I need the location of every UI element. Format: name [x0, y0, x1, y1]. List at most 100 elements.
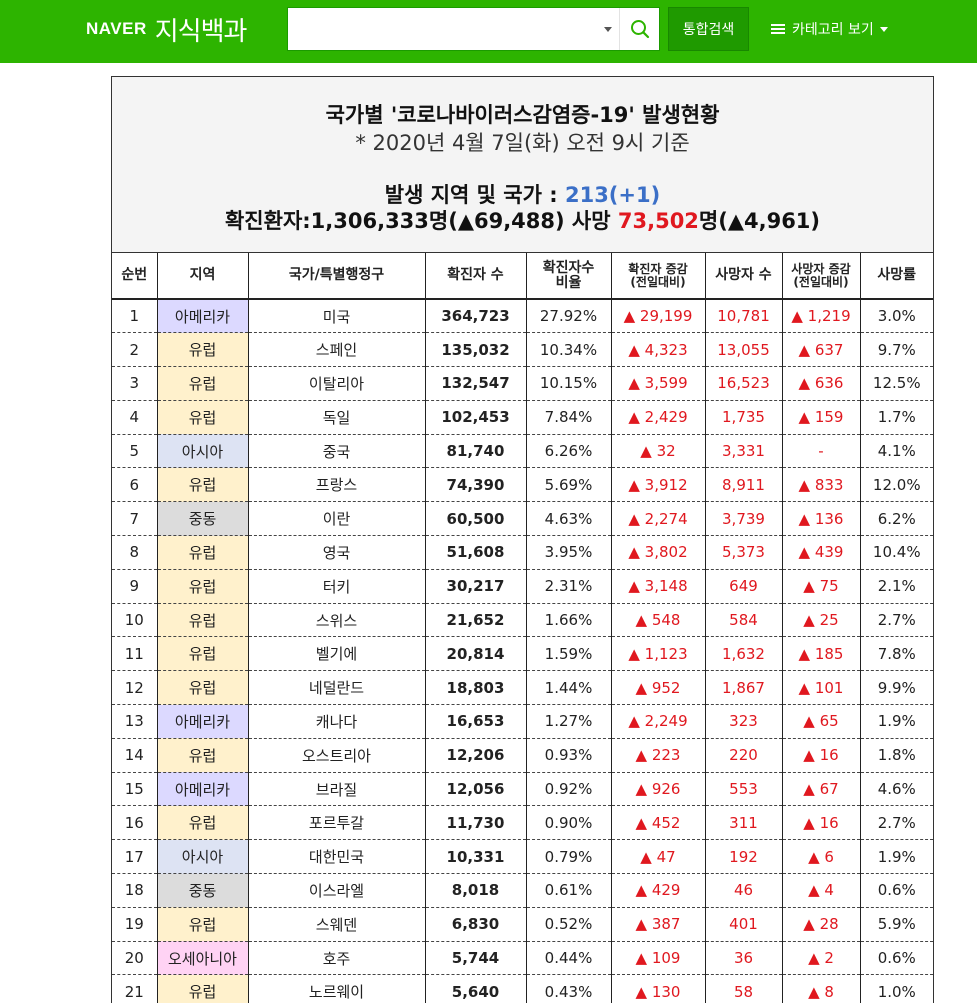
death-summary-label: 사망 — [571, 209, 618, 233]
cell-ratio: 1.66% — [526, 603, 612, 638]
list-icon — [771, 23, 785, 35]
cell-country: 벨기에 — [248, 636, 426, 672]
category-menu-button[interactable]: 카테고리 보기 — [771, 7, 888, 51]
cell-confirmed-change: ▲ 429 — [611, 873, 706, 908]
autocomplete-toggle-icon[interactable] — [602, 24, 614, 36]
cell-confirmed: 364,723 — [425, 299, 527, 334]
cell-country: 대한민국 — [248, 839, 426, 875]
cell-death-rate: 1.8% — [860, 738, 933, 773]
cell-confirmed: 30,217 — [425, 569, 527, 604]
col-header-ratio: 확진자수 비율 — [526, 253, 612, 300]
cell-confirmed-change: ▲ 47 — [611, 839, 706, 875]
cell-deaths: 1,632 — [705, 636, 783, 672]
cell-region: 아메리카 — [157, 772, 249, 807]
cell-no: 18 — [112, 873, 158, 908]
col-header-death-change: 사망자 증감 (전일대비) — [782, 253, 861, 300]
cell-country: 이란 — [248, 501, 426, 537]
search-input[interactable] — [288, 8, 598, 50]
cell-no: 6 — [112, 467, 158, 503]
cell-death-rate: 0.6% — [860, 873, 933, 908]
cell-region: 유럽 — [157, 636, 249, 672]
cell-no: 12 — [112, 670, 158, 706]
cell-no: 19 — [112, 907, 158, 942]
cell-region: 유럽 — [157, 907, 249, 942]
cell-confirmed-change: ▲ 130 — [611, 974, 706, 1003]
cell-death-change: ▲ 16 — [782, 738, 861, 773]
table-row: 8 유럽 영국 51,608 3.95% ▲ 3,802 5,373 ▲ 439 10.4% — [112, 535, 933, 570]
col-header-confirmed-change: 확진자 증감 (전일대비) — [611, 253, 706, 300]
cell-confirmed: 51,608 — [425, 535, 527, 570]
cell-death-change: ▲ 75 — [782, 569, 861, 604]
col-header-deaths: 사망자 수 — [705, 253, 783, 300]
table-row: 1 아메리카 미국 364,723 27.92% ▲ 29,199 10,781 ▲ 1,21… — [112, 299, 933, 334]
cell-ratio: 0.92% — [526, 772, 612, 807]
cell-country: 호주 — [248, 941, 426, 976]
cell-deaths: 16,523 — [705, 366, 783, 401]
cell-death-change: ▲ 159 — [782, 400, 861, 435]
cell-region: 유럽 — [157, 332, 249, 368]
cell-country: 스페인 — [248, 332, 426, 368]
cell-country: 미국 — [248, 299, 426, 334]
col-header-death-rate: 사망률 — [860, 253, 933, 300]
cell-confirmed: 102,453 — [425, 400, 527, 435]
naver-logo[interactable]: NAVER 지식백과 — [86, 14, 247, 47]
cell-ratio: 7.84% — [526, 400, 612, 435]
cell-confirmed-change: ▲ 109 — [611, 941, 706, 976]
cell-region: 유럽 — [157, 805, 249, 841]
cell-deaths: 401 — [705, 907, 783, 942]
cell-country: 브라질 — [248, 772, 426, 807]
cell-region: 아메리카 — [157, 299, 249, 334]
search-button[interactable] — [619, 8, 660, 50]
cell-region: 유럽 — [157, 738, 249, 773]
cell-confirmed: 60,500 — [425, 501, 527, 537]
death-summary-suffix: 명(▲4,961) — [698, 209, 821, 233]
panel-header: 국가별 '코로나바이러스감염증-19' 발생현황 * 2020년 4월 7일(화… — [112, 77, 933, 253]
col-header-country: 국가/특별행정구 — [248, 253, 426, 300]
category-label: 카테고리 보기 — [792, 22, 874, 38]
cell-region: 유럽 — [157, 603, 249, 638]
cell-confirmed: 5,640 — [425, 974, 527, 1003]
death-summary-value: 73,502 — [617, 209, 699, 233]
cell-country: 네덜란드 — [248, 670, 426, 706]
top-bar: NAVER 지식백과 통합검색 카테고리 보기 — [0, 0, 977, 63]
cell-confirmed: 132,547 — [425, 366, 527, 401]
chevron-down-icon — [879, 26, 888, 32]
country-status-table: 순번 지역 국가/특별행정구 확진자 수 확진자수 비율 확진자 증감 (전일대비)… — [112, 253, 933, 1003]
cell-ratio: 0.79% — [526, 839, 612, 875]
table-header-row: 순번 지역 국가/특별행정구 확진자 수 확진자수 비율 확진자 증감 (전일대비)… — [112, 253, 933, 300]
cell-confirmed: 5,744 — [425, 941, 527, 976]
cell-deaths: 553 — [705, 772, 783, 807]
logo-service-name: 지식백과 — [154, 16, 248, 47]
cell-country: 이스라엘 — [248, 873, 426, 908]
cell-ratio: 0.61% — [526, 873, 612, 908]
cell-death-rate: 0.6% — [860, 941, 933, 976]
cell-region: 중동 — [157, 873, 249, 908]
page-subtitle: * 2020년 4월 7일(화) 오전 9시 기준 — [355, 131, 690, 155]
cell-no: 21 — [112, 974, 158, 1003]
table-row: 4 유럽 독일 102,453 7.84% ▲ 2,429 1,735 ▲ 159 1.7% — [112, 400, 933, 435]
cell-no: 10 — [112, 603, 158, 638]
cell-country: 오스트리아 — [248, 738, 426, 773]
cell-death-change: ▲ 16 — [782, 805, 861, 841]
cell-ratio: 1.27% — [526, 704, 612, 739]
cell-region: 유럽 — [157, 400, 249, 435]
integrated-search-button[interactable]: 통합검색 — [668, 7, 749, 51]
case-summary: 확진환자:1,306,333명(▲69,488) 사망 73,502명(▲4,9… — [112, 205, 933, 235]
cell-no: 11 — [112, 636, 158, 672]
cell-confirmed: 10,331 — [425, 839, 527, 875]
cell-country: 캐나다 — [248, 704, 426, 739]
cell-death-change: ▲ 185 — [782, 636, 861, 672]
cell-no: 16 — [112, 805, 158, 841]
cell-death-change: ▲ 8 — [782, 974, 861, 1003]
table-row: 3 유럽 이탈리아 132,547 10.15% ▲ 3,599 16,523 ▲ 636 12… — [112, 366, 933, 401]
page-title: 국가별 '코로나바이러스감염증-19' 발생현황 — [325, 103, 720, 127]
cell-ratio: 2.31% — [526, 569, 612, 604]
cell-deaths: 323 — [705, 704, 783, 739]
cell-confirmed: 21,652 — [425, 603, 527, 638]
table-row: 15 아메리카 브라질 12,056 0.92% ▲ 926 553 ▲ 67 4.6% — [112, 772, 933, 807]
cell-death-change: ▲ 4 — [782, 873, 861, 908]
cell-no: 9 — [112, 569, 158, 604]
table-row: 17 아시아 대한민국 10,331 0.79% ▲ 47 192 ▲ 6 1.9% — [112, 839, 933, 875]
cell-country: 스웨덴 — [248, 907, 426, 942]
cell-region: 아시아 — [157, 434, 249, 469]
